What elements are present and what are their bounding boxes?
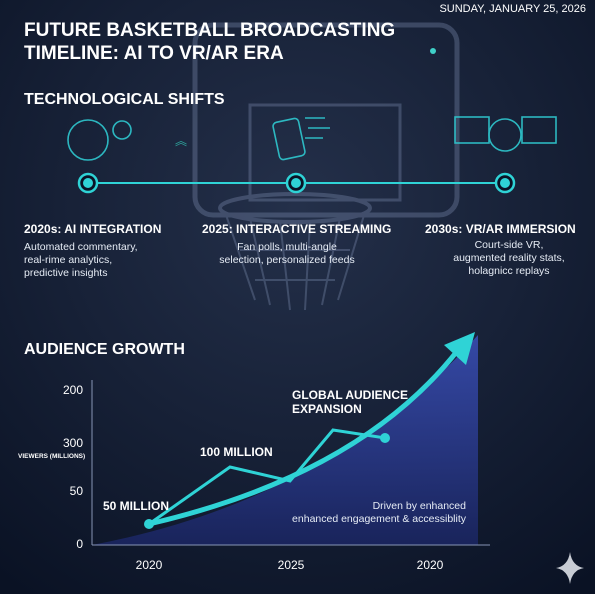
y-label: 0: [76, 537, 83, 551]
stage-title: 2030s: VR/AR IMMERSION: [425, 222, 576, 236]
annotation: 50 MILLION: [103, 499, 169, 513]
stage-text: Automated commentary,: [24, 241, 138, 253]
growth-area: [92, 335, 478, 545]
callout: EXPANSION: [292, 402, 362, 416]
stage-text: Fan polls, multi-angle: [237, 241, 337, 253]
stage-title: 2020s: AI INTEGRATION: [24, 222, 161, 236]
section-heading: AUDIENCE GROWTH: [24, 341, 185, 358]
y-axis-title: VIEWERS (MILLIONS): [18, 453, 85, 460]
date: SUNDAY, JANUARY 25, 2026: [439, 3, 586, 15]
title-line: FUTURE BASKETBALL BROADCASTING: [24, 20, 395, 41]
x-label: 2020: [136, 558, 163, 572]
dot: [430, 48, 436, 54]
stage-text: holagnicc replays: [468, 265, 549, 277]
y-label: 300: [63, 436, 83, 450]
hoop-backdrop: [192, 22, 460, 311]
y-label: 50: [70, 484, 84, 498]
icons: [67, 116, 557, 161]
section-heading: TECHNOLOGICAL SHIFTS: [24, 91, 225, 108]
timeline-node-core: [83, 178, 93, 188]
chevrons: ︽: [175, 134, 187, 148]
sparkle: [556, 552, 584, 584]
growth-arrow: [148, 348, 460, 527]
arrow-head: [444, 332, 475, 365]
timeline-node-core: [291, 178, 301, 188]
stage-text: real-rime analytics,: [24, 254, 112, 266]
annotation: 100 MILLION: [200, 445, 273, 459]
callout: GLOBAL AUDIENCE: [292, 388, 408, 402]
stage-text: selection, personalized feeds: [219, 254, 354, 266]
x-label: 2020: [417, 558, 444, 572]
x-label: 2025: [278, 558, 305, 572]
note: enhanced engagement & accessiblity: [292, 513, 467, 525]
note: Driven by enhanced: [373, 500, 467, 512]
stage-title: 2025: INTERACTIVE STREAMING: [202, 222, 391, 236]
point: [144, 519, 154, 529]
stage-text: predictive insights: [24, 267, 107, 279]
point: [380, 433, 390, 443]
y-label: 200: [63, 383, 83, 397]
stage-text: Court-side VR,: [475, 239, 544, 251]
stage-text: augmented reality stats,: [453, 252, 564, 264]
title-line: TIMELINE: AI TO VR/AR ERA: [24, 43, 284, 64]
timeline-node-core: [500, 178, 510, 188]
growth-line: [148, 428, 386, 526]
